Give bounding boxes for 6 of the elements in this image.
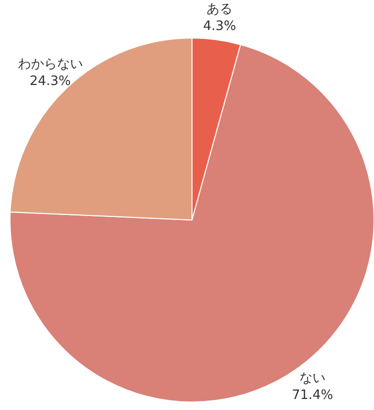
- data-label: 71.4%: [292, 388, 334, 403]
- slice-label: ある: [206, 2, 233, 17]
- slice-label: わからない: [18, 56, 83, 72]
- data-label: 24.3%: [30, 74, 71, 89]
- slice-label: ない: [299, 370, 326, 386]
- data-label: 4.3%: [203, 18, 236, 34]
